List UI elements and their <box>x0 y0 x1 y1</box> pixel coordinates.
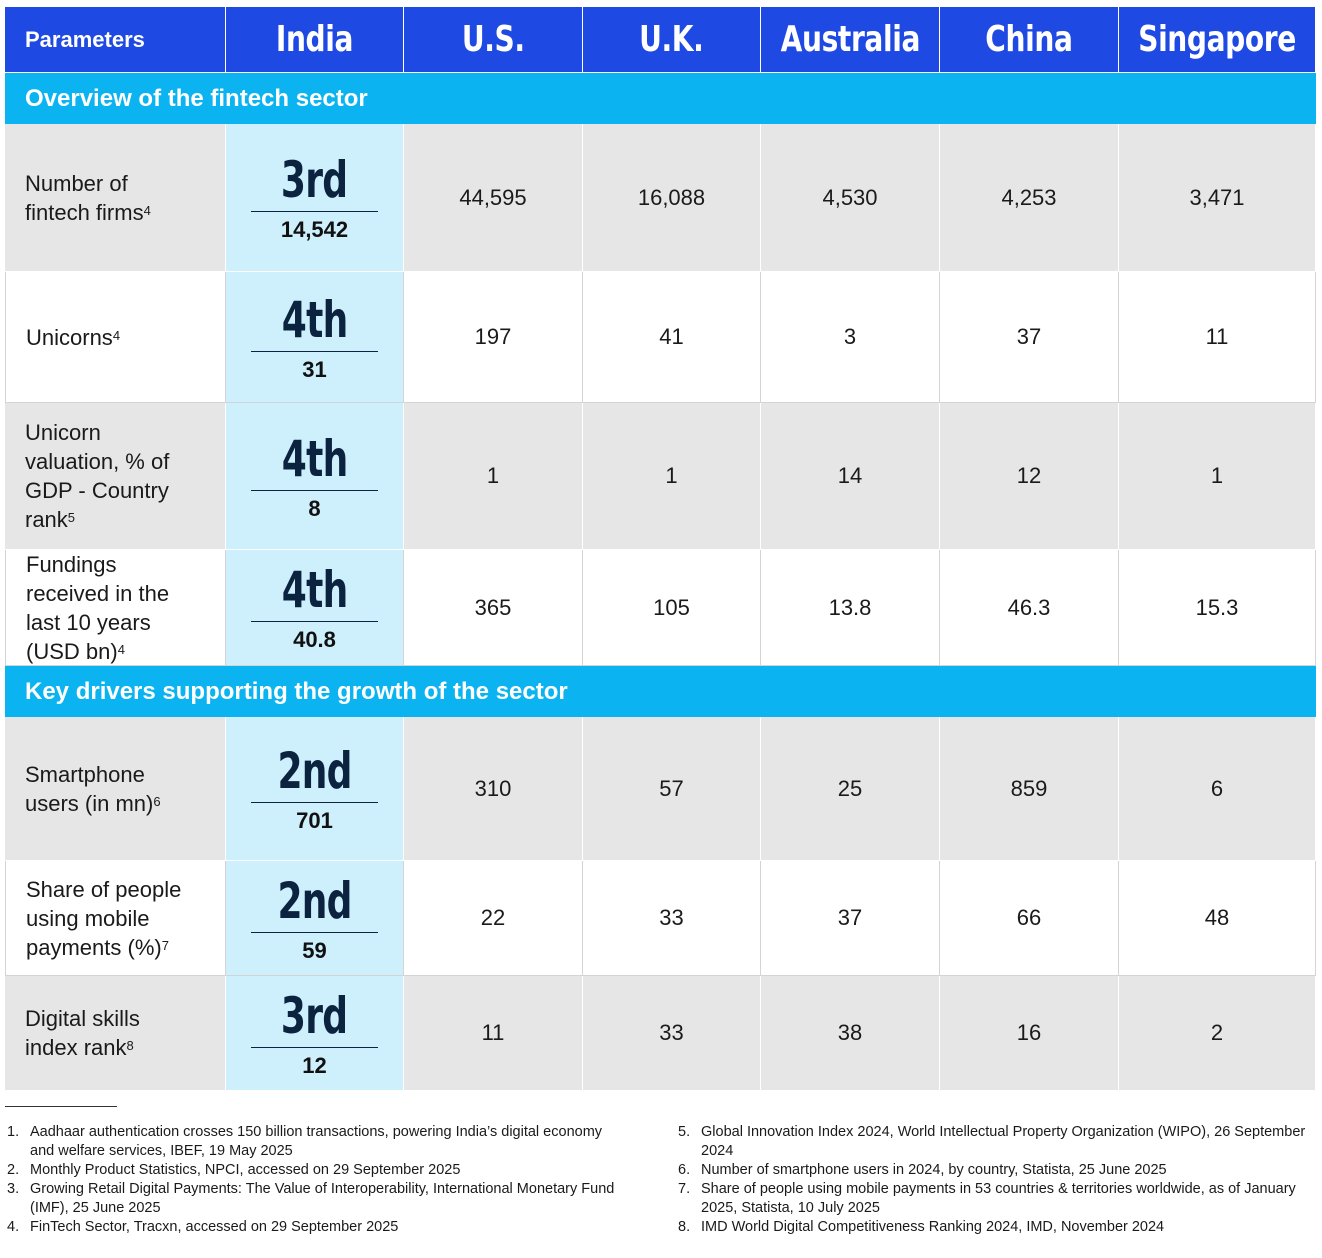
india-rank: 3rd <box>281 986 348 1045</box>
table-row: Unicorn valuation, % of GDP - Country rank5… <box>5 403 1316 550</box>
row-label: Number of fintech firms4 <box>5 124 226 272</box>
value-cell: 11 <box>404 976 583 1091</box>
value-cell: 14 <box>761 403 940 550</box>
table-row: Number of fintech firms4 3rd 14,542 44,595… <box>5 124 1316 272</box>
section-heading: Overview of the fintech sector <box>5 73 1316 124</box>
value-cell: 197 <box>404 272 583 403</box>
india-value: 12 <box>302 1052 327 1078</box>
india-rank: 4th <box>281 561 348 619</box>
value-cell: 37 <box>761 861 940 976</box>
india-value: 14,542 <box>280 217 349 242</box>
value-cell: 2 <box>1119 976 1316 1091</box>
india-cell: 4th 40.8 <box>226 550 404 666</box>
india-cell: 2nd 701 <box>226 717 404 861</box>
india-rank: 4th <box>281 429 348 488</box>
header-country: China <box>940 7 1119 73</box>
row-label: Unicorn valuation, % of GDP - Country rank5 <box>5 403 226 550</box>
india-cell: 3rd 14,542 <box>226 124 404 272</box>
footnotes-left: 1. Aadhaar authentication crosses 150 bil… <box>7 1123 627 1237</box>
table-row: Share of people using mobile payments (%)7… <box>5 861 1316 976</box>
value-cell: 3 <box>761 272 940 403</box>
value-cell: 33 <box>583 861 761 976</box>
header-row: Parameters India U.S. U.K. Australia Chi… <box>5 7 1316 73</box>
value-cell: 11 <box>1119 272 1316 403</box>
row-label: Digital skills index rank8 <box>5 976 226 1091</box>
value-cell: 6 <box>1119 717 1316 861</box>
india-cell: 3rd 12 <box>226 976 404 1091</box>
value-cell: 1 <box>1119 403 1316 550</box>
footnote: 1. Aadhaar authentication crosses 150 bil… <box>7 1124 603 1159</box>
india-rank: 2nd <box>277 742 352 800</box>
india-cell: 4th 31 <box>226 272 404 403</box>
table-row: Fundings received in the last 10 years (USD… <box>5 550 1316 666</box>
value-cell: 57 <box>583 717 761 861</box>
india-value: 59 <box>302 937 327 963</box>
footnote: 3. Growing Retail Digital Payments: The V… <box>7 1181 615 1216</box>
value-cell: 15.3 <box>1119 550 1316 666</box>
footnotes-right: 5. Global Innovation Index 2024, World In… <box>678 1123 1313 1237</box>
value-cell: 48 <box>1119 861 1316 976</box>
value-cell: 13.8 <box>761 550 940 666</box>
value-cell: 1 <box>583 403 761 550</box>
table-row: Unicorns4 4th 31 197 41 3 37 11 <box>5 272 1316 403</box>
india-value: 8 <box>308 495 321 521</box>
india-value: 701 <box>296 808 333 833</box>
footnote: 6. Number of smartphone users in 2024, by… <box>678 1162 1167 1178</box>
value-cell: 44,595 <box>404 124 583 272</box>
footnote: 4. FinTech Sector, Tracxn, accessed on 29… <box>7 1219 399 1235</box>
value-cell: 33 <box>583 976 761 1091</box>
table-row: Smartphone users (in mn)6 2nd 701 310 57 2… <box>5 717 1316 861</box>
value-cell: 105 <box>583 550 761 666</box>
footnote: 5. Global Innovation Index 2024, World In… <box>678 1124 1306 1159</box>
india-rank: 4th <box>281 290 348 349</box>
value-cell: 25 <box>761 717 940 861</box>
india-cell: 2nd 59 <box>226 861 404 976</box>
row-label: Fundings received in the last 10 years (USD… <box>5 550 226 666</box>
footnote: 8. IMD World Digital Competitiveness Rank… <box>678 1219 1165 1235</box>
value-cell: 16 <box>940 976 1119 1091</box>
footnote: 2. Monthly Product Statistics, NPCI, acce… <box>7 1162 461 1178</box>
value-cell: 4,253 <box>940 124 1119 272</box>
india-rank: 3rd <box>281 151 348 209</box>
india-value: 40.8 <box>293 627 336 652</box>
india-rank: 2nd <box>277 871 352 930</box>
value-cell: 3,471 <box>1119 124 1316 272</box>
table-row: Digital skills index rank8 3rd 12 11 33 38… <box>5 976 1316 1091</box>
value-cell: 22 <box>404 861 583 976</box>
row-label: Unicorns4 <box>5 272 226 403</box>
row-label: Smartphone users (in mn)6 <box>5 717 226 861</box>
value-cell: 365 <box>404 550 583 666</box>
value-cell: 310 <box>404 717 583 861</box>
value-cell: 16,088 <box>583 124 761 272</box>
header-parameters: Parameters <box>5 7 226 73</box>
value-cell: 1 <box>404 403 583 550</box>
footnote-divider <box>5 1106 117 1107</box>
header-country: U.S. <box>404 7 583 73</box>
value-cell: 37 <box>940 272 1119 403</box>
header-country: India <box>226 7 404 73</box>
value-cell: 859 <box>940 717 1119 861</box>
india-cell: 4th 8 <box>226 403 404 550</box>
value-cell: 41 <box>583 272 761 403</box>
header-country: Singapore <box>1119 7 1316 73</box>
row-label: Share of people using mobile payments (%)7 <box>5 861 226 976</box>
header-country: Australia <box>761 7 940 73</box>
comparison-table: Parameters India U.S. U.K. Australia Chi… <box>5 7 1316 1091</box>
section-heading: Key drivers supporting the growth of the… <box>5 666 1316 717</box>
value-cell: 46.3 <box>940 550 1119 666</box>
footnote: 7. Share of people using mobile payments … <box>678 1181 1296 1216</box>
value-cell: 38 <box>761 976 940 1091</box>
india-value: 31 <box>302 356 327 382</box>
value-cell: 66 <box>940 861 1119 976</box>
header-country: U.K. <box>583 7 761 73</box>
value-cell: 4,530 <box>761 124 940 272</box>
value-cell: 12 <box>940 403 1119 550</box>
